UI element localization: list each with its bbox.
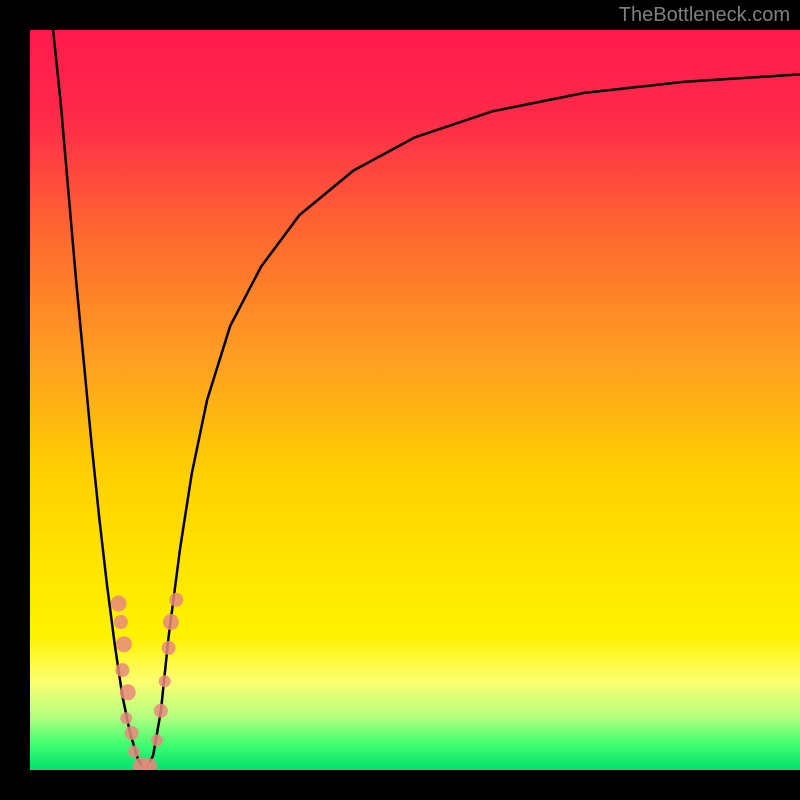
chart-container: TheBottleneck.com: [0, 0, 800, 800]
plot-area: [30, 30, 800, 770]
data-marker: [111, 596, 127, 612]
data-marker: [159, 675, 171, 687]
data-marker: [169, 593, 183, 607]
data-marker: [120, 712, 132, 724]
gradient-background: [30, 30, 800, 770]
data-marker: [163, 614, 179, 630]
chart-svg: [30, 30, 800, 770]
data-marker: [115, 663, 129, 677]
data-marker: [125, 726, 139, 740]
data-marker: [116, 636, 132, 652]
data-marker: [154, 704, 168, 718]
data-marker: [114, 615, 128, 629]
data-marker: [162, 641, 176, 655]
data-marker: [120, 684, 136, 700]
watermark-text: TheBottleneck.com: [619, 4, 790, 27]
data-marker: [128, 746, 140, 758]
data-marker: [151, 734, 163, 746]
